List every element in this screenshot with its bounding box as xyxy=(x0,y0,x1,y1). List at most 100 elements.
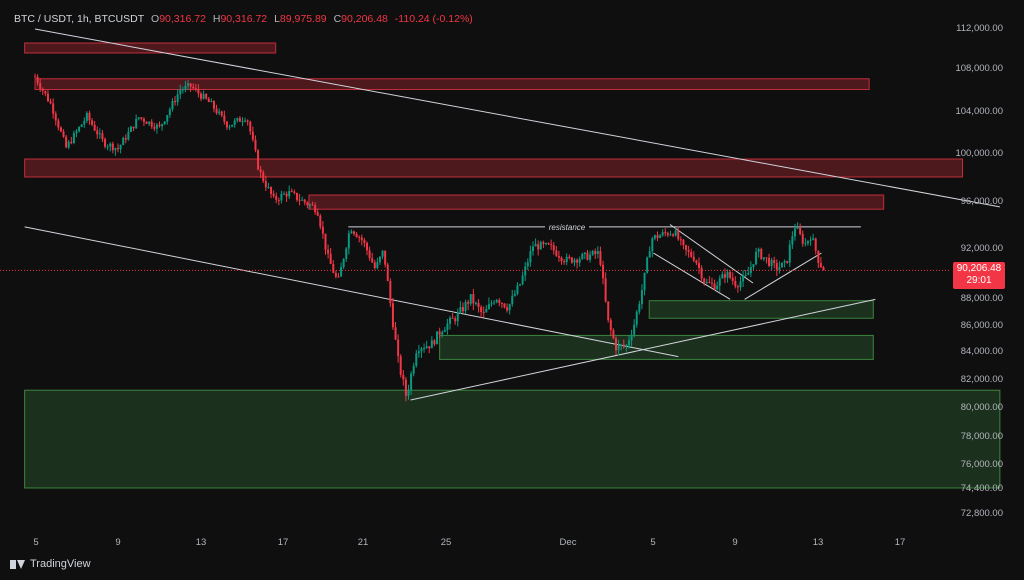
time-tick-label: 5 xyxy=(650,537,655,548)
price-tick-label: 80,000.00 xyxy=(961,402,1003,413)
candle-body xyxy=(677,230,680,240)
candle-body xyxy=(799,227,802,235)
candle-body xyxy=(189,83,192,87)
candle-body xyxy=(615,338,617,351)
candle-body xyxy=(596,251,599,254)
trendlines-layer xyxy=(24,28,1000,401)
candle-body xyxy=(791,236,794,245)
candle-body xyxy=(723,274,726,278)
candle-body xyxy=(332,264,335,273)
candle-body xyxy=(78,126,81,132)
low-value: 89,975.89 xyxy=(279,13,327,25)
candle-body xyxy=(117,148,119,150)
time-tick-label: 5 xyxy=(33,537,38,548)
candle-body xyxy=(685,245,688,251)
time-tick-label: Dec xyxy=(560,537,577,548)
candle-body xyxy=(220,111,223,116)
candle-body xyxy=(350,231,353,234)
candle-body xyxy=(581,253,584,260)
candle-body xyxy=(573,259,576,263)
candle-body xyxy=(622,344,625,347)
candle-body xyxy=(742,275,745,282)
candle-body xyxy=(812,238,815,240)
last-price-value: 90,206.48 xyxy=(956,263,1002,274)
candle-body xyxy=(314,205,317,213)
candle-body xyxy=(690,251,693,257)
candle-body xyxy=(301,199,304,201)
trendline xyxy=(744,252,822,300)
candle-body xyxy=(171,100,174,110)
candle-body xyxy=(480,307,483,313)
candle-body xyxy=(72,133,75,143)
candle-body xyxy=(703,278,706,283)
candle-body xyxy=(664,232,667,234)
candle-body xyxy=(482,312,485,314)
candle-body xyxy=(646,257,649,273)
candle-body xyxy=(692,256,695,261)
candle-body xyxy=(461,307,464,312)
price-tick-label: 72,800.00 xyxy=(961,508,1003,519)
candle-body xyxy=(583,252,586,254)
time-tick-label: 17 xyxy=(895,537,906,548)
price-axis[interactable]: 112,000.00 108,000.00 104,000.00 100,000.00… xyxy=(955,23,1003,519)
candle-body xyxy=(474,302,477,304)
candle-body xyxy=(311,204,314,206)
candle-body xyxy=(568,256,571,258)
candle-body xyxy=(555,250,558,256)
trendline xyxy=(653,252,731,300)
candle-body xyxy=(114,148,117,151)
candle-body xyxy=(285,193,288,197)
time-tick-label: 17 xyxy=(278,537,289,548)
candle-body xyxy=(163,121,166,125)
brand-watermark[interactable]: TradingView xyxy=(10,558,91,570)
candle-body xyxy=(342,258,345,268)
candle-body xyxy=(347,233,350,249)
candle-body xyxy=(215,108,218,114)
price-tick-label: 76,000.00 xyxy=(961,459,1003,470)
candle-body xyxy=(516,285,519,294)
brand-name: TradingView xyxy=(30,558,91,570)
candle-body xyxy=(140,117,143,119)
candle-body xyxy=(651,238,654,252)
candle-body xyxy=(765,257,768,259)
candle-body xyxy=(259,169,262,173)
candle-body xyxy=(563,260,566,263)
candle-body xyxy=(67,141,70,148)
candle-body xyxy=(539,242,542,250)
candle-body xyxy=(321,226,324,234)
time-tick-label: 9 xyxy=(732,537,737,548)
candle-body xyxy=(490,303,493,305)
candle-body xyxy=(397,339,400,357)
symbol-title[interactable]: BTC / USDT, 1h, BTCUSDT xyxy=(14,13,145,25)
candle-body xyxy=(394,327,397,340)
candle-body xyxy=(526,262,529,267)
candle-body xyxy=(109,143,112,147)
candle-body xyxy=(327,249,330,254)
candle-body xyxy=(415,353,418,366)
candle-body xyxy=(391,303,394,328)
candle-body xyxy=(672,234,675,236)
candle-body xyxy=(303,199,306,203)
candle-body xyxy=(534,244,537,247)
demand-zone xyxy=(24,389,1001,489)
resistance-label-bg xyxy=(545,221,589,232)
candle-body xyxy=(145,121,148,124)
candle-body xyxy=(93,124,96,131)
high-label: H xyxy=(212,13,221,25)
candle-body xyxy=(46,93,49,102)
candle-body xyxy=(244,120,247,122)
candle-body xyxy=(54,113,57,121)
candle-body xyxy=(236,118,239,121)
candle-body xyxy=(495,299,498,303)
candle-body xyxy=(449,317,451,324)
candle-body xyxy=(306,202,309,206)
candles-layer xyxy=(34,73,825,402)
candle-body xyxy=(316,212,319,216)
time-axis[interactable]: 5 9 13 17 21 25 Dec 5 9 13 17 xyxy=(33,537,905,548)
candle-body xyxy=(446,323,449,331)
candle-body xyxy=(529,251,532,263)
candle-body xyxy=(104,139,107,147)
candle-body xyxy=(591,251,594,255)
candle-body xyxy=(524,266,527,276)
